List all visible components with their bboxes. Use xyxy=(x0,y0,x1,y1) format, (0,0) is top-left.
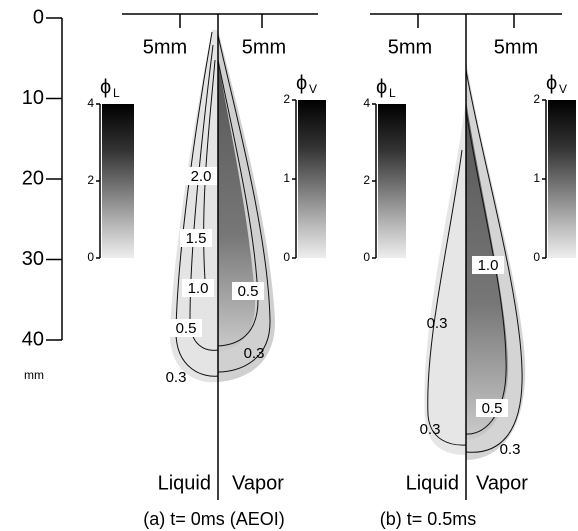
color-bar-symbol: ϕ xyxy=(100,76,111,98)
color-bar-subscript: L xyxy=(389,86,396,100)
scale-label: 5mm xyxy=(494,36,538,58)
color-bar-tick-label: 0 xyxy=(363,250,370,264)
color-bar-tick-label: 1 xyxy=(283,171,290,185)
color-bar-subscript: L xyxy=(113,86,120,100)
color-bar-tick-label: 2 xyxy=(87,173,94,187)
scale-label: 5mm xyxy=(143,36,187,58)
contour-label: 0.5 xyxy=(176,320,197,337)
color-bar-tick-label: 2 xyxy=(533,92,540,106)
contour-labels-b: 1.0 0.3 0.5 0.3 0.3 xyxy=(420,256,521,458)
color-bar-symbol: ϕ xyxy=(546,72,557,94)
caption: (b) t= 0.5ms xyxy=(380,509,477,529)
color-bar-subscript: V xyxy=(559,82,567,96)
color-bar xyxy=(298,100,326,258)
color-bar-tick-label: 2 xyxy=(363,173,370,187)
side-label: Vapor xyxy=(232,472,284,494)
contour-label: 0.3 xyxy=(166,369,187,386)
side-label: Liquid xyxy=(158,472,211,494)
depth-tick-label: 40 xyxy=(22,328,44,350)
color-bar-tick-label: 0 xyxy=(533,250,540,264)
contour-label: 1.5 xyxy=(186,230,207,247)
color-bar-symbol: ϕ xyxy=(376,76,387,98)
color-bar-subscript: V xyxy=(309,82,317,96)
color-bar xyxy=(378,104,406,258)
contour-labels-a: 2.0 1.5 1.0 0.5 0.5 0.3 0.3 xyxy=(166,167,265,386)
contour-label: 2.0 xyxy=(191,168,212,185)
caption: (a) t= 0ms (AEOI) xyxy=(143,509,285,529)
contour-label: 0.3 xyxy=(500,441,521,458)
color-bar xyxy=(548,100,576,258)
color-bar xyxy=(102,104,134,258)
depth-tick-label: 30 xyxy=(22,248,44,270)
depth-tick-label: 10 xyxy=(22,87,44,109)
color-bar-symbol: ϕ xyxy=(296,72,307,94)
scale-label: 5mm xyxy=(242,36,286,58)
depth-tick-label: 0 xyxy=(33,6,44,28)
contour-label: 1.0 xyxy=(188,280,209,297)
contour-label: 1.0 xyxy=(478,257,499,274)
color-bar-tick-label: 1 xyxy=(533,171,540,185)
contour-label: 0.5 xyxy=(238,283,259,300)
contour-label: 0.3 xyxy=(244,345,265,362)
depth-unit: mm xyxy=(24,368,44,382)
color-bar-tick-label: 0 xyxy=(87,250,94,264)
scale-label: 5mm xyxy=(388,36,432,58)
side-label: Liquid xyxy=(406,472,459,494)
color-bar-tick-label: 2 xyxy=(283,92,290,106)
depth-tick-label: 20 xyxy=(22,167,44,189)
color-bar-tick-label: 0 xyxy=(283,250,290,264)
side-label: Vapor xyxy=(476,472,528,494)
contour-label: 0.3 xyxy=(427,315,448,332)
contour-label: 0.3 xyxy=(420,421,441,438)
color-bar-tick-label: 4 xyxy=(363,96,370,110)
color-bar-tick-label: 4 xyxy=(87,96,94,110)
contour-label: 0.5 xyxy=(482,400,503,417)
